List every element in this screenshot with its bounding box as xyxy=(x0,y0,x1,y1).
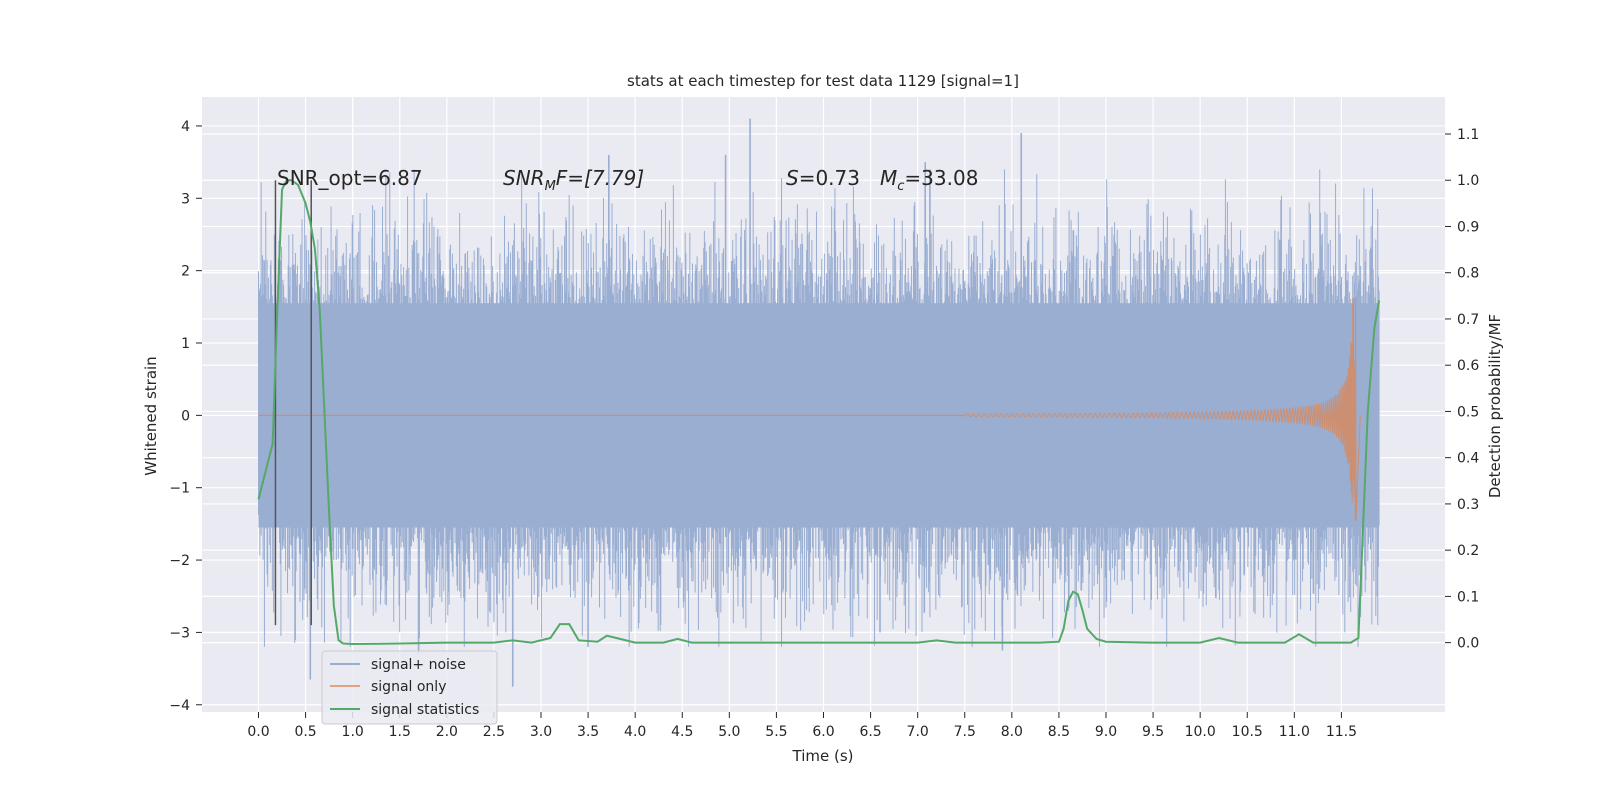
x-tick-label: 1.0 xyxy=(342,724,364,740)
axes: 0.0 0.5 1.0 1.5 2.0 2.5 3.0 3.5 4.0 4.5 5.0 5.5 6.0 6… xyxy=(169,119,1479,740)
x-tick-label: 9.0 xyxy=(1095,724,1117,740)
x-tick-label: 8.5 xyxy=(1048,724,1070,740)
y2-tick-label: 0.5 xyxy=(1457,404,1479,420)
x-tick-label: 5.0 xyxy=(718,724,740,740)
y-tick-label: −1 xyxy=(169,481,190,497)
x-tick-label: 5.5 xyxy=(765,724,787,740)
x-tick-label: 3.5 xyxy=(577,724,599,740)
spin-value: =0.73 xyxy=(799,166,860,190)
x-axis-label: Time (s) xyxy=(792,747,854,765)
y-axis-label: Whitened strain xyxy=(142,356,160,475)
y2-tick-label: 0.3 xyxy=(1457,497,1479,513)
y-tick-label: −2 xyxy=(169,553,190,569)
x-tick-label: 6.5 xyxy=(859,724,881,740)
y2-tick-label: 0.9 xyxy=(1457,219,1479,235)
legend-label-signal: signal only xyxy=(371,679,446,695)
y-tick-label: 0 xyxy=(181,408,190,424)
x-tick-label: 4.5 xyxy=(671,724,693,740)
y2-tick-label: 0.0 xyxy=(1457,636,1479,652)
x-tick-label: 0.0 xyxy=(247,724,269,740)
y-tick-label: 2 xyxy=(181,264,190,280)
chirp-mass-symbol: M xyxy=(880,166,897,190)
chirp-mass-subscript: c xyxy=(897,179,904,194)
x-tick-label: 7.0 xyxy=(907,724,929,740)
vertical-markers xyxy=(274,180,312,626)
annotation-snr-mf: SNRMF=[7.79] xyxy=(503,166,644,194)
x-tick-label: 3.0 xyxy=(530,724,552,740)
x-tick-label: 6.0 xyxy=(812,724,834,740)
annotation-snr-opt: SNR_opt=6.87 xyxy=(277,166,423,190)
x-tick-label: 7.5 xyxy=(954,724,976,740)
y2-tick-label: 0.8 xyxy=(1457,266,1479,282)
y-tick-label: −4 xyxy=(169,698,190,714)
chart-title: stats at each timestep for test data 112… xyxy=(627,72,1019,90)
y2-tick-label: 0.6 xyxy=(1457,358,1479,374)
y2-tick-label: 0.1 xyxy=(1457,589,1479,605)
snr-mf-value: F=[7.79] xyxy=(556,166,644,190)
x-tick-label: 9.5 xyxy=(1142,724,1164,740)
legend-box xyxy=(321,650,498,725)
series-signal-only xyxy=(258,298,1361,522)
y2-tick-label: 0.2 xyxy=(1457,543,1479,559)
y-tick-label: 4 xyxy=(181,119,190,135)
y-tick-label: −3 xyxy=(169,625,190,641)
legend: signal+ noise signal only signal statist… xyxy=(321,650,498,725)
snr-mf-subscript: M xyxy=(545,179,556,194)
annotation-chirp-mass: Mc=33.08 xyxy=(880,166,978,194)
y-tick-label: 1 xyxy=(181,336,190,352)
annotation-spin: S=0.73 xyxy=(786,166,860,190)
stats-line xyxy=(257,179,1381,646)
x-tick-label: 11.0 xyxy=(1279,724,1310,740)
legend-label-stats: signal statistics xyxy=(371,702,479,718)
spin-symbol: S xyxy=(786,166,799,190)
y2-tick-label: 1.0 xyxy=(1457,173,1479,189)
x-tick-label: 4.0 xyxy=(624,724,646,740)
x-tick-label: 8.0 xyxy=(1001,724,1023,740)
y2-tick-label: 0.7 xyxy=(1457,312,1479,328)
x-tick-label: 2.0 xyxy=(436,724,458,740)
chirp-mass-value: =33.08 xyxy=(904,166,978,190)
y-tick-label: 3 xyxy=(181,191,190,207)
y2-tick-label: 0.4 xyxy=(1457,451,1479,467)
series-signal-statistics xyxy=(257,179,1381,646)
snr-mf-symbol: SNR xyxy=(503,166,545,190)
y2-axis-label: Detection probability/MF xyxy=(1486,314,1504,498)
legend-label-noise: signal+ noise xyxy=(371,657,466,673)
y2-tick-label: 1.1 xyxy=(1457,127,1479,143)
x-tick-label: 10.5 xyxy=(1232,724,1263,740)
x-tick-label: 11.5 xyxy=(1326,724,1357,740)
x-tick-label: 2.5 xyxy=(483,724,505,740)
signal-chirp xyxy=(964,298,1361,522)
x-tick-label: 10.0 xyxy=(1185,724,1216,740)
x-tick-label: 0.5 xyxy=(294,724,316,740)
x-tick-label: 1.5 xyxy=(389,724,411,740)
